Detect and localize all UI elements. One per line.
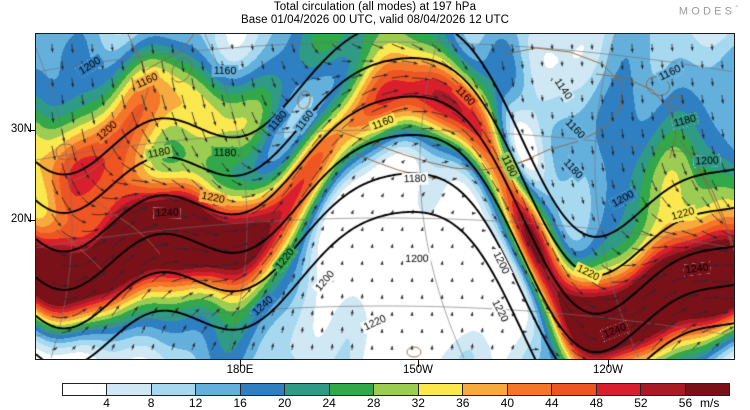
colorbar-swatch-3: [196, 384, 241, 395]
colorbar-tick-44: 44: [545, 396, 559, 410]
colorbar-swatch-2: [151, 384, 197, 395]
colorbar-swatch-8: [418, 384, 464, 395]
colorbar-tick-8: 8: [147, 396, 155, 410]
colorbar-tick-28: 28: [367, 396, 381, 410]
chart-title-block: Total circulation (all modes) at 197 hPa…: [0, 1, 750, 27]
colorbar-swatch-12: [596, 384, 642, 395]
colorbar-swatch-13: [641, 384, 686, 395]
colorbar-tick-4: 4: [103, 396, 110, 410]
title-line-1: Total circulation (all modes) at 197 hPa: [273, 1, 477, 13]
colorbar-swatch-5: [285, 384, 330, 395]
colorbar-swatch-0: [63, 384, 108, 395]
colorbar-tick-56: 56: [678, 396, 693, 410]
lon-tick-150w: [418, 360, 420, 367]
colorbar-tick-36: 36: [456, 396, 470, 410]
modes-logo: MODES°: [679, 5, 738, 18]
colorbar-swatch-1: [107, 384, 152, 395]
lon-label-150w: 150W: [402, 364, 434, 376]
lon-tick-180e: [240, 360, 242, 367]
colorbar-swatch-11: [552, 384, 597, 395]
colorbar-tick-40: 40: [500, 396, 515, 410]
title-line-2: Base 01/04/2026 00 UTC, valid 08/04/2026…: [240, 14, 510, 26]
colorbar-tick-52: 52: [634, 396, 648, 410]
colorbar-tick-16: 16: [233, 396, 247, 410]
lat-label-20n: 20N: [10, 213, 32, 225]
colorbar-swatch-6: [329, 384, 375, 395]
colorbar: [62, 383, 730, 396]
wind-speed-field-canvas: [36, 34, 734, 359]
colorbar-swatch-10: [507, 384, 553, 395]
map-plot-area: [35, 33, 735, 360]
lat-tick-30n: [28, 130, 35, 132]
colorbar-tick-24: 24: [322, 396, 336, 410]
lat-tick-20n: [28, 220, 35, 222]
lat-label-30n: 30N: [10, 123, 32, 135]
colorbar-tick-12: 12: [188, 396, 203, 410]
lon-tick-120w: [608, 360, 610, 367]
colorbar-swatch-7: [374, 384, 419, 395]
colorbar-swatch-14: [685, 384, 730, 395]
colorbar-swatch-9: [463, 384, 508, 395]
modes-logo-text: MODES: [678, 5, 736, 18]
lon-label-120w: 120W: [592, 364, 624, 376]
colorbar-swatch-4: [240, 384, 286, 395]
modes-logo-mark: °: [735, 5, 738, 12]
lon-label-180e: 180E: [226, 364, 254, 376]
colorbar-tick-48: 48: [589, 396, 604, 410]
colorbar-tick-32: 32: [411, 396, 425, 410]
colorbar-tick-20: 20: [277, 396, 292, 410]
colorbar-units: m/s: [700, 396, 720, 410]
